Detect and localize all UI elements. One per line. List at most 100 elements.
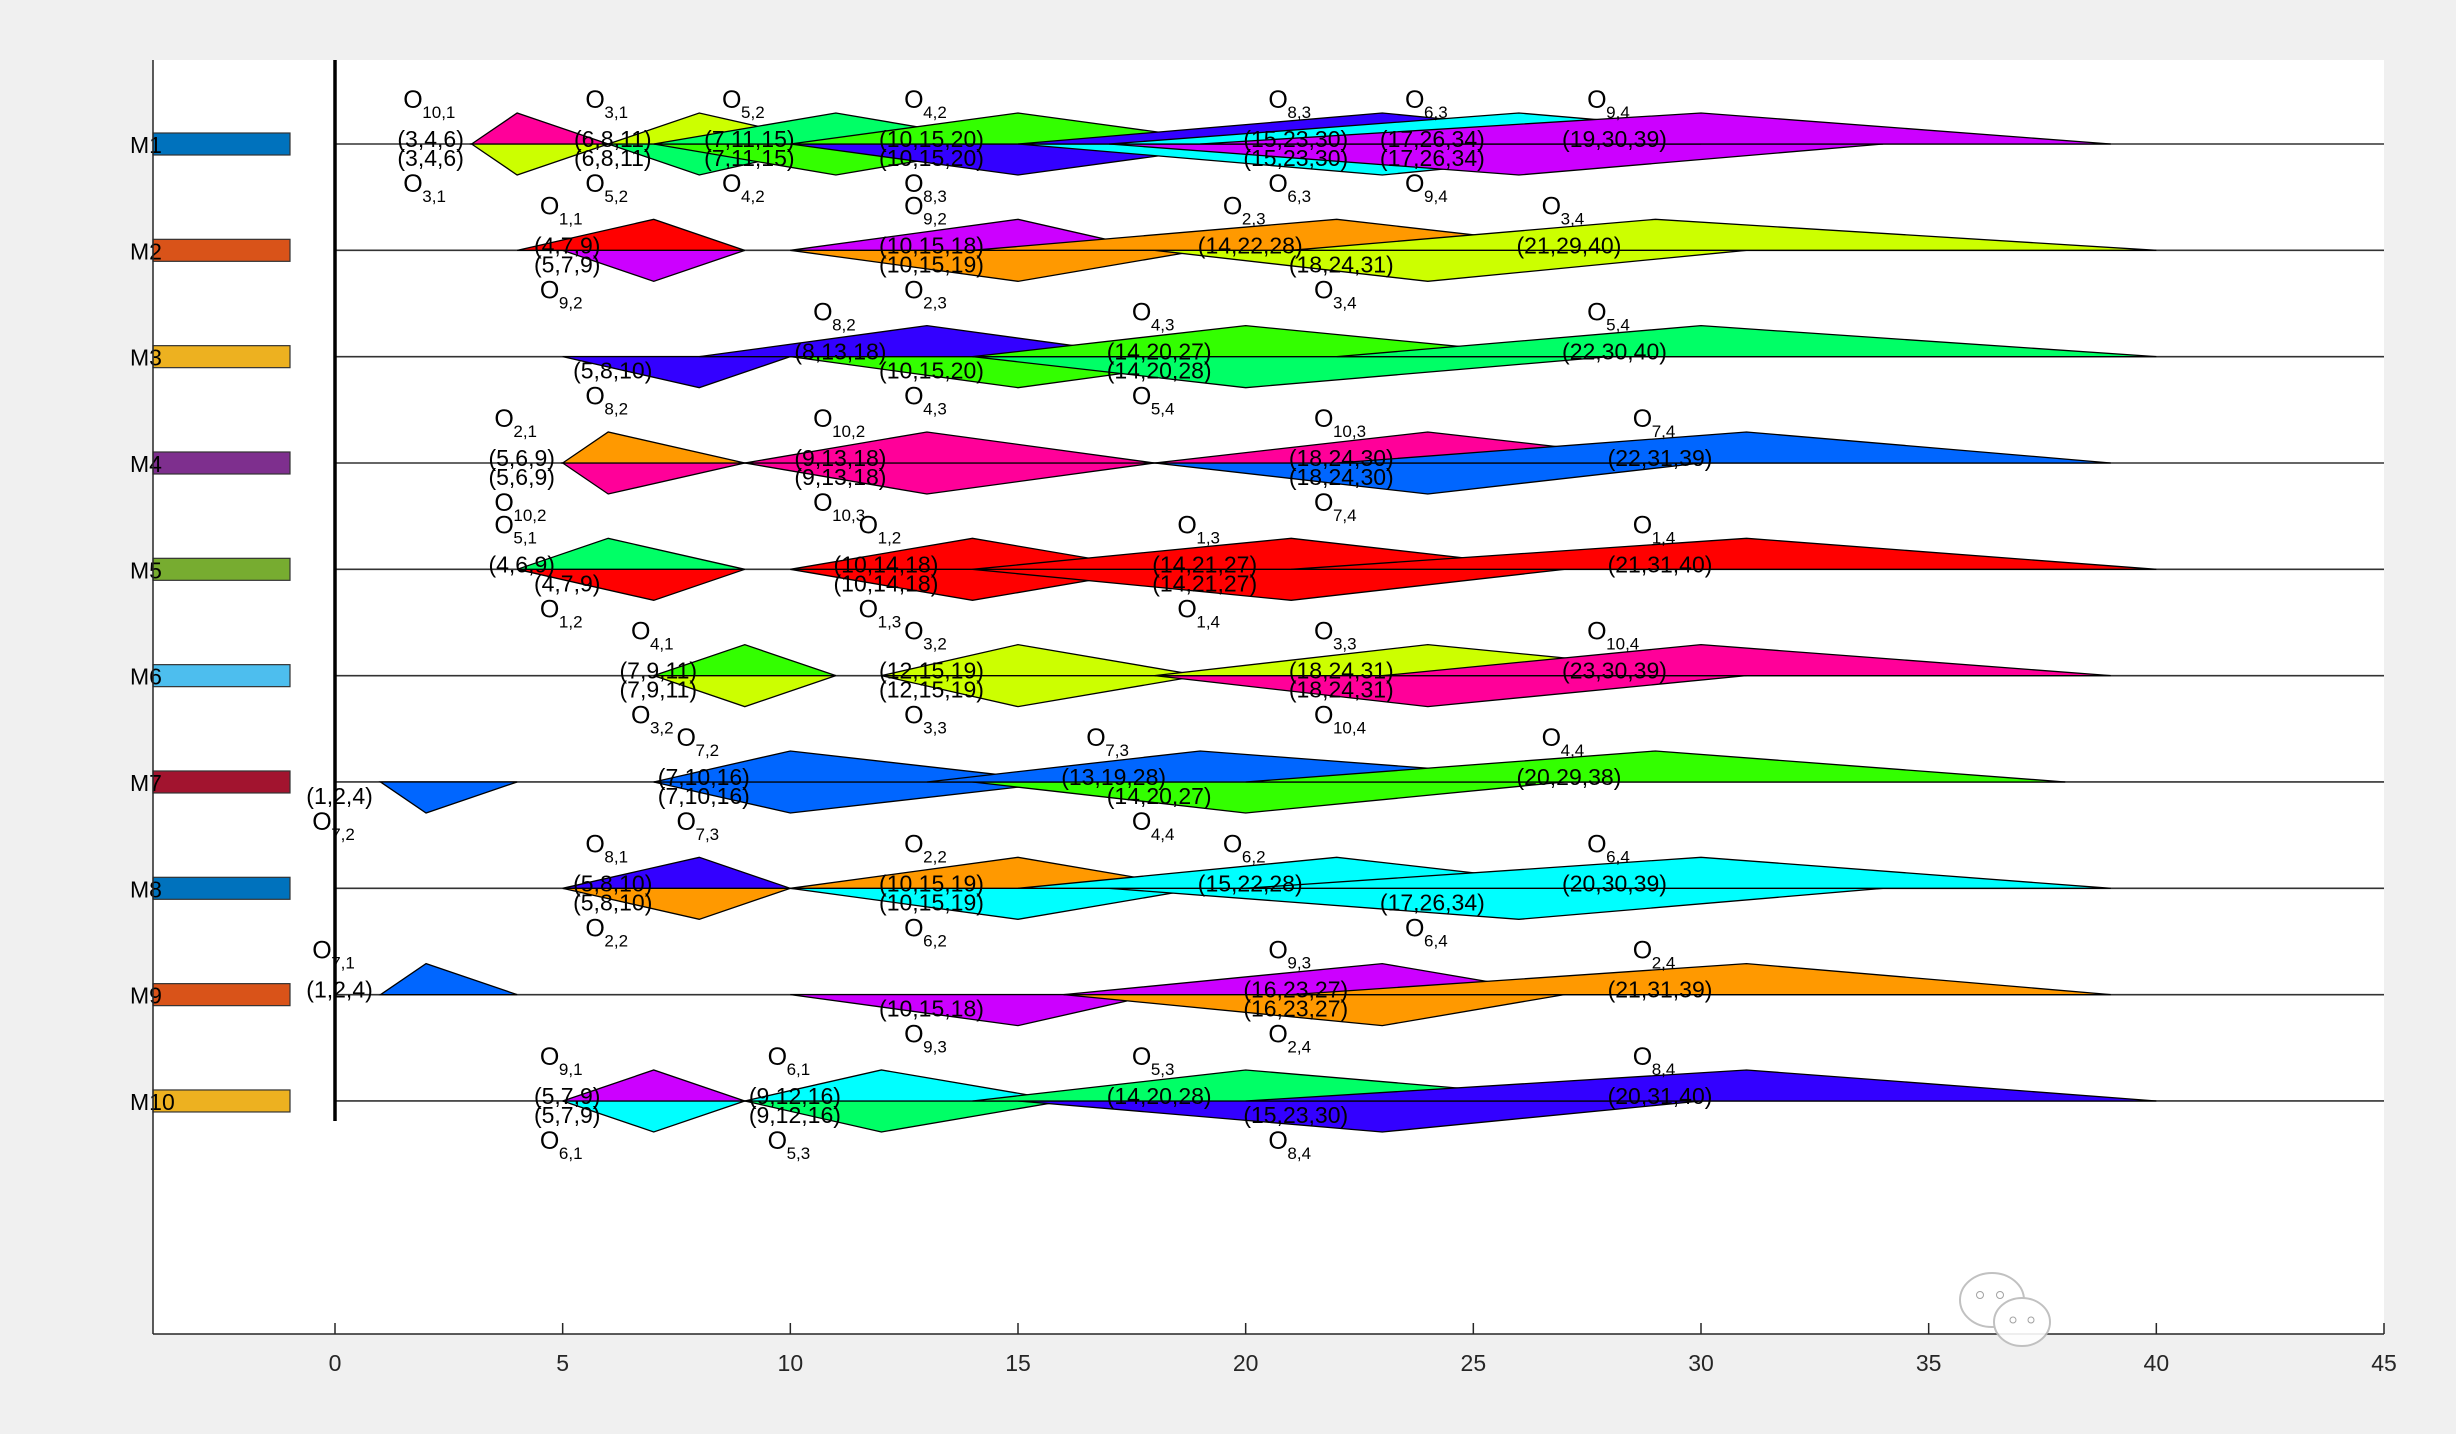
fuzzy-time-label: (5,7,9) — [534, 1102, 600, 1128]
operation-subscript: 6,2 — [923, 931, 947, 950]
operation-subscript: 1,2 — [878, 528, 902, 547]
operation-subscript: 1,3 — [1196, 528, 1220, 547]
operation-subscript: 6,4 — [1606, 847, 1630, 866]
operation-subscript: 6,1 — [559, 1144, 583, 1163]
operation-label: O — [1268, 1021, 1287, 1049]
fuzzy-time-label: (18,24,31) — [1289, 251, 1394, 277]
fuzzy-time-label: (10,15,20) — [879, 126, 984, 152]
machine-label: M2 — [130, 238, 162, 264]
operation-subscript: 9,4 — [1606, 103, 1630, 122]
operation-subscript: 3,1 — [422, 187, 446, 206]
operation-label: O — [1405, 170, 1424, 198]
x-tick-label: 25 — [1461, 1350, 1487, 1376]
operation-label: O — [1223, 192, 1242, 220]
fuzzy-time-label: (12,15,19) — [879, 658, 984, 684]
fuzzy-time-label: (3,4,6) — [397, 145, 463, 171]
operation-label: O — [677, 724, 696, 752]
operation-label: O — [1132, 1043, 1151, 1071]
operation-label: O — [1633, 937, 1652, 965]
operation-label: O — [1314, 276, 1333, 304]
fuzzy-time-label: (10,14,18) — [834, 551, 939, 577]
x-tick-label: 45 — [2371, 1350, 2397, 1376]
operation-subscript: 10,3 — [832, 506, 865, 525]
operation-subscript: 2,2 — [604, 931, 628, 950]
operation-shape — [1336, 431, 2111, 464]
operation-label: O — [1177, 511, 1196, 539]
fuzzy-time-label: (18,24,30) — [1289, 464, 1394, 490]
x-tick-label: 40 — [2144, 1350, 2170, 1376]
fuzzy-time-label: (15,23,30) — [1243, 145, 1348, 171]
operation-label: O — [1542, 192, 1561, 220]
fuzzy-time-label: (16,23,27) — [1243, 977, 1348, 1003]
operation-shape — [790, 993, 1155, 1027]
operation-label: O — [904, 192, 923, 220]
operation-label: O — [1268, 170, 1287, 198]
fuzzy-time-label: (22,30,40) — [1562, 339, 1667, 365]
operation-subscript: 4,3 — [923, 400, 947, 419]
operation-shape — [653, 750, 1064, 783]
operation-subscript: 4,1 — [650, 635, 674, 654]
fuzzy-time-label: (1,2,4) — [306, 977, 372, 1003]
operation-subscript: 1,3 — [878, 612, 902, 631]
fuzzy-time-label: (10,15,20) — [879, 358, 984, 384]
operation-label: O — [722, 86, 741, 114]
machine-legend-bar — [152, 132, 291, 156]
machine-label: M4 — [130, 451, 162, 477]
operation-labels: (3,4,6)O 3,1(6,8,11)O 5,2(7,11,15)O 4,2(10,… — [306, 86, 1712, 1163]
operation-label: O — [403, 86, 422, 114]
operation-label: O — [813, 405, 832, 433]
operation-label: O — [1587, 86, 1606, 114]
fuzzy-time-label: (4,7,9) — [534, 570, 600, 596]
operation-label: O — [1177, 595, 1196, 623]
machine-legend-bar — [152, 983, 291, 1007]
fuzzy-time-label: (21,29,40) — [1517, 232, 1622, 258]
operation-subscript: 5,2 — [741, 103, 765, 122]
operation-label: O — [1223, 830, 1242, 858]
operation-subscript: 4,2 — [923, 103, 947, 122]
operation-label: O — [904, 383, 923, 411]
operation-label: O — [1268, 1127, 1287, 1155]
machine-legend-bar — [152, 345, 291, 369]
operation-shape — [469, 112, 609, 145]
fuzzy-time-label: (8,13,18) — [794, 339, 886, 365]
machine-label: M5 — [130, 557, 162, 583]
operation-subscript: 6,4 — [1424, 931, 1448, 950]
fuzzy-time-label: (20,30,39) — [1562, 870, 1667, 896]
operation-subscript: 5,1 — [513, 528, 537, 547]
machine-legend-bar — [152, 876, 291, 900]
operation-shape — [1291, 218, 2157, 251]
operation-label: O — [1132, 808, 1151, 836]
operation-label: O — [494, 511, 513, 539]
fuzzy-time-label: (15,23,30) — [1243, 1102, 1348, 1128]
operation-shape — [1291, 962, 2111, 996]
fuzzy-time-label: (9,12,16) — [749, 1102, 841, 1128]
fuzzy-time-label: (14,20,27) — [1107, 339, 1212, 365]
fuzzy-time-label: (21,31,40) — [1608, 551, 1713, 577]
fuzzy-time-label: (10,15,19) — [879, 870, 984, 896]
operation-label: O — [904, 170, 923, 198]
operation-shape — [516, 218, 746, 251]
operation-subscript: 9,1 — [559, 1060, 583, 1079]
fuzzy-time-label: (23,30,39) — [1562, 658, 1667, 684]
operation-label: O — [1542, 724, 1561, 752]
operation-subscript: 9,3 — [1287, 954, 1311, 973]
operation-subscript: 8,4 — [1287, 1144, 1311, 1163]
fuzzy-time-label: (5,8,10) — [573, 870, 652, 896]
operation-label: O — [813, 489, 832, 517]
operation-subscript: 10,1 — [422, 103, 455, 122]
fuzzy-time-label: (13,19,28) — [1061, 764, 1166, 790]
machine-label: M1 — [130, 132, 162, 158]
operation-subscript: 7,4 — [1652, 422, 1676, 441]
operation-label: O — [1587, 299, 1606, 327]
operation-subscript: 10,2 — [513, 506, 546, 525]
fuzzy-time-label: (4,6,9) — [488, 551, 554, 577]
operation-shape — [972, 325, 1565, 358]
operation-subscript: 3,3 — [923, 719, 947, 738]
operation-shape — [562, 856, 791, 889]
x-axis-ticks: 0 5 10 15 20 25 30 35 40 45 — [329, 1323, 2397, 1376]
operation-label: O — [494, 405, 513, 433]
fuzzy-time-label: (7,9,11) — [620, 677, 698, 703]
operation-shape — [562, 356, 791, 389]
fuzzy-time-label: (5,7,9) — [534, 251, 600, 277]
fuzzy-time-label: (7,11,15) — [704, 126, 794, 152]
